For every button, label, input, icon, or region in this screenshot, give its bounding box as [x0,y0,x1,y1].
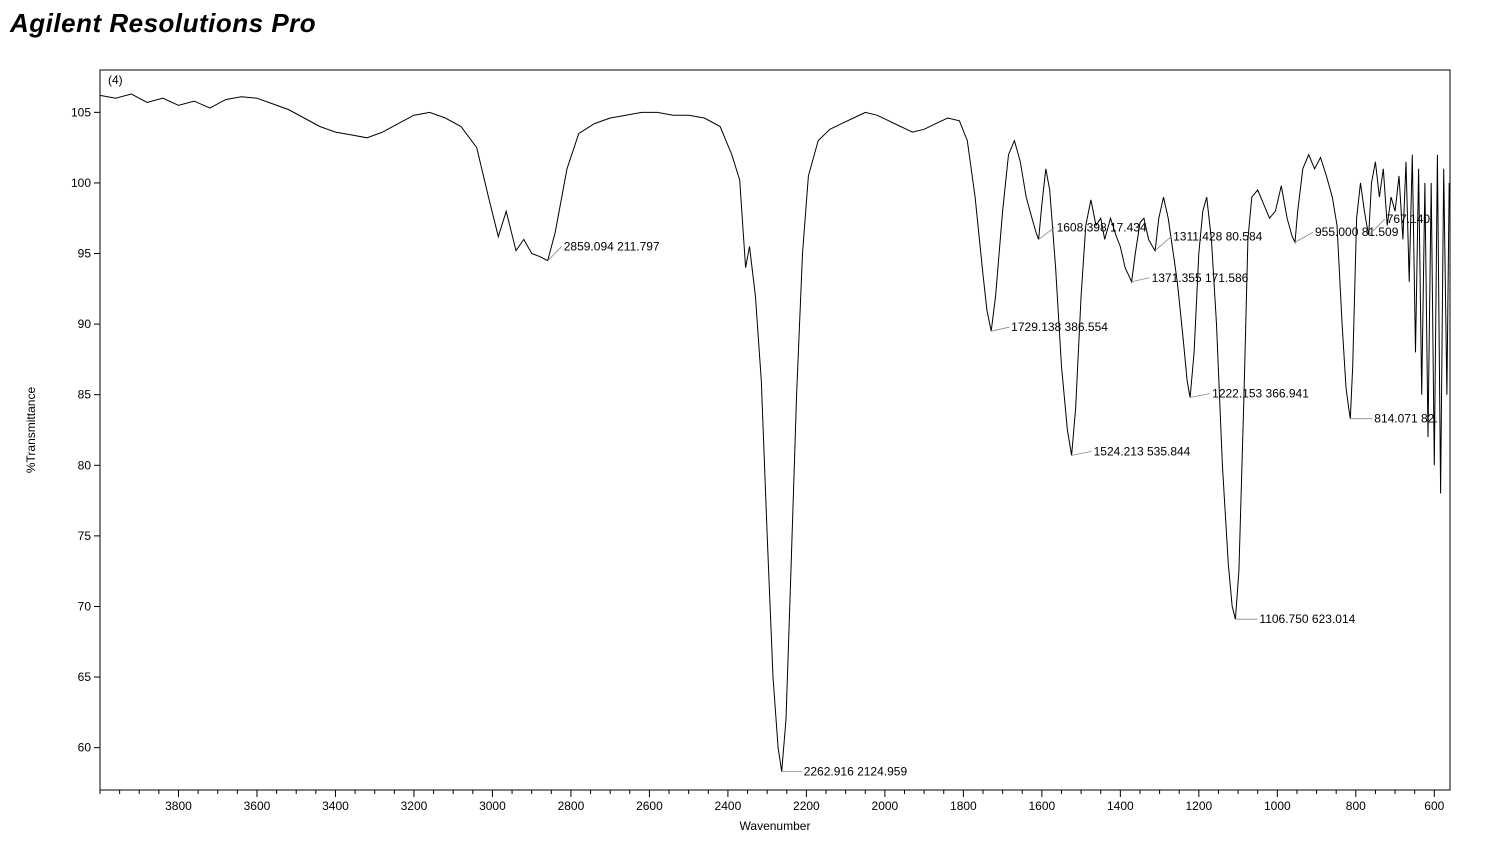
x-tick-label: 3800 [165,799,192,813]
peak-label: 767.140 [1387,212,1431,226]
x-tick-label: 3600 [244,799,271,813]
y-tick-label: 95 [78,247,92,261]
x-tick-label: 2200 [793,799,820,813]
peak-label: 1106.750 623.014 [1259,612,1355,626]
y-tick-label: 65 [78,670,92,684]
x-tick-label: 1400 [1107,799,1134,813]
x-tick-label: 2400 [715,799,742,813]
x-tick-label: 1800 [950,799,977,813]
peak-label: 1729.138 386.554 [1011,320,1108,334]
peak-label: 1311.428 80.584 [1173,230,1263,244]
series-label: (4) [108,73,123,87]
x-tick-label: 2000 [872,799,899,813]
y-tick-label: 70 [78,599,92,613]
x-tick-label: 1600 [1029,799,1056,813]
peak-label: 955.000 81.509 [1315,225,1399,239]
plot-area [100,70,1450,790]
y-axis-label: %Transmittance [24,387,38,474]
peak-label: 1371.355 171.586 [1152,271,1249,285]
y-tick-label: 80 [78,458,92,472]
y-tick-label: 75 [78,529,92,543]
x-tick-label: 2600 [636,799,663,813]
peak-label: 814.071 82. [1374,412,1437,426]
x-tick-label: 600 [1424,799,1444,813]
x-axis-label: Wavenumber [740,819,811,833]
peak-label: 1222.153 366.941 [1212,387,1309,401]
y-tick-label: 105 [71,105,91,119]
x-tick-label: 800 [1346,799,1366,813]
x-tick-label: 1200 [1185,799,1212,813]
spectrum-chart: 3800 3600 3400 3200 3000 2800 2600 2400 2200 2000… [0,0,1499,860]
peak-label: 2859.094 211.797 [564,240,660,254]
peak-label: 1608.398 17.434 [1057,220,1147,234]
y-tick-label: 100 [71,176,91,190]
peak-label: 2262.916 2124.959 [804,765,908,779]
y-tick-label: 90 [78,317,92,331]
x-tick-label: 3200 [401,799,428,813]
y-tick-label: 85 [78,388,92,402]
peak-label: 1524.213 535.844 [1094,444,1191,458]
y-tick-label: 60 [78,741,92,755]
x-tick-label: 3400 [322,799,349,813]
x-tick-label: 3000 [479,799,506,813]
x-tick-label: 2800 [558,799,585,813]
x-tick-label: 1000 [1264,799,1291,813]
